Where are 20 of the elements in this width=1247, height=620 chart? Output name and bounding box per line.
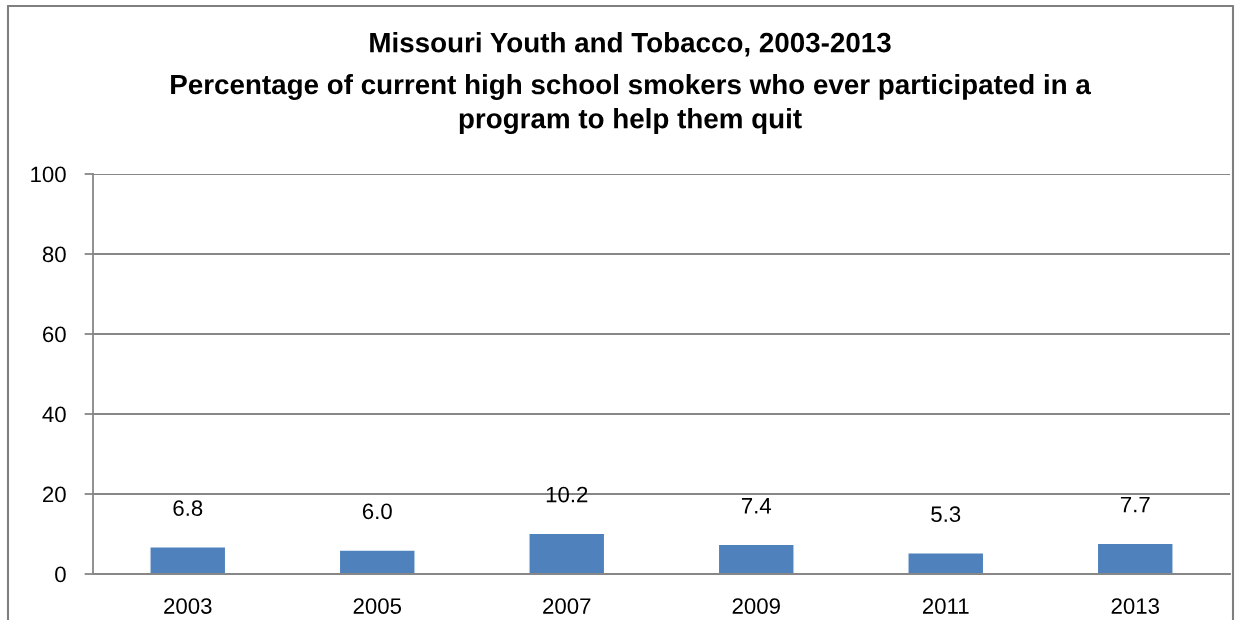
y-tick-label: 0 <box>55 566 66 583</box>
chart-title: Missouri Youth and Tobacco, 2003-2013 <box>370 32 891 57</box>
x-tick-label: 2009 <box>732 598 780 614</box>
data-label: 10.2 <box>546 486 588 503</box>
chart-subtitle: Percentage of current high school smokers who ever participated in a program to help them quit <box>171 73 1091 135</box>
data-label: 7.7 <box>1120 496 1150 513</box>
x-tick-label: 2007 <box>543 598 591 614</box>
y-tick-label: 20 <box>43 486 66 503</box>
data-label: 6.0 <box>362 503 392 520</box>
x-tick-label: 2005 <box>353 598 402 614</box>
x-tick-label: 2011 <box>922 598 969 614</box>
data-label: 7.4 <box>741 498 772 514</box>
y-tick-label: 40 <box>42 406 66 423</box>
y-tick-label: 80 <box>42 246 66 263</box>
data-label: 6.8 <box>173 500 203 517</box>
y-tick-label: 60 <box>43 326 66 343</box>
data-label: 5.3 <box>931 506 961 523</box>
x-tick-label: 2003 <box>164 598 212 614</box>
x-tick-label: 2013 <box>1111 598 1159 614</box>
y-tick-label: 100 <box>31 166 66 183</box>
